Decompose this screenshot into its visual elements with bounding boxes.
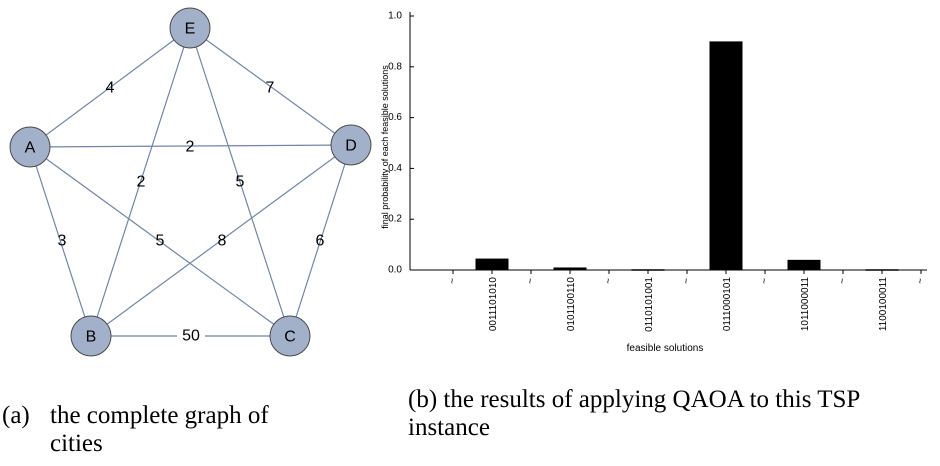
bar-0111000101 (709, 41, 743, 271)
edge-weight-B-C: 50 (182, 328, 200, 345)
node-label-C: C (284, 329, 296, 346)
node-label-B: B (86, 329, 97, 346)
node-C (269, 315, 311, 357)
node-D (330, 124, 372, 166)
x-tick-label: ~ (838, 278, 849, 284)
y-tick-label: 1.0 (388, 11, 402, 22)
edge-weight-A-B: 3 (58, 233, 67, 250)
x-tick-label: ~ (916, 278, 927, 284)
node-label-D: D (345, 138, 357, 155)
caption-b: (b) the results of applying QAOA to this… (408, 386, 860, 441)
x-tick-label: ~ (682, 278, 693, 284)
bar-0101100110 (553, 267, 587, 270)
node-label-A: A (25, 140, 36, 157)
edge-weight-D-C: 6 (316, 233, 325, 250)
x-tick-label: ~ (760, 278, 771, 284)
node-E (169, 7, 211, 49)
x-tick-label: 0110101001 (644, 277, 655, 332)
x-tick-label: 0111000101 (722, 277, 733, 332)
y-tick-label: 0.6 (388, 112, 402, 123)
edge-weight-D-B: 8 (218, 233, 227, 250)
edge-weight-A-D: 2 (186, 139, 195, 156)
edge-E-C (189, 27, 291, 337)
edge-A-C (29, 146, 291, 337)
edge-weight-E-B: 2 (137, 174, 146, 191)
y-axis-label: final probability of each feasible solut… (380, 65, 390, 229)
x-tick-label: 0011101010 (488, 277, 499, 332)
edge-weight-A-C: 5 (156, 233, 165, 250)
edge-A-D (29, 144, 352, 148)
city-graph: 4 7 2 2 5 3 5 8 6 50 A B C D E (9, 7, 372, 357)
bar-1011000011 (787, 259, 821, 270)
x-tick-label: ~ (604, 278, 615, 284)
edge-E-D (189, 27, 352, 146)
node-label-E: E (185, 21, 196, 38)
caption-a-label: (a) (2, 402, 30, 429)
edge-A-B (29, 146, 92, 337)
bar-1100100011 (865, 269, 899, 271)
probability-bar-chart: 0.0 0.2 0.4 0.6 0.8 1.0 final probability of e… (380, 11, 927, 354)
edge-weight-E-C: 5 (236, 174, 245, 191)
caption-a-line2: cities (50, 430, 103, 457)
bar-0011101010 (475, 258, 509, 270)
bar-0110101001 (631, 269, 665, 271)
caption-a-line1: the complete graph of (50, 402, 269, 429)
x-tick-label: ~ (526, 278, 537, 284)
edge-E-B (90, 27, 191, 337)
x-tick-label: 1011000011 (800, 277, 811, 332)
y-tick-label: 0.4 (388, 163, 402, 174)
x-axis-label: feasible solutions (627, 343, 704, 354)
y-tick-label: 0.2 (388, 214, 402, 225)
x-tick-label: ~ (448, 278, 459, 284)
edge-weight-A-E: 4 (106, 80, 115, 97)
node-B (70, 315, 112, 357)
edge-weight-E-D: 7 (266, 80, 275, 97)
edge-weight-bg (177, 327, 205, 345)
edge-A-E (29, 27, 191, 148)
x-tick-label: 1100100011 (878, 277, 889, 332)
caption-a: (a) the complete graph of cities (2, 402, 342, 458)
y-tick-label: 0.0 (388, 265, 402, 276)
edge-D-C (289, 144, 352, 337)
x-tick-label: 0101100110 (566, 277, 577, 332)
edge-D-B (90, 144, 352, 337)
y-tick-label: 0.8 (388, 61, 402, 72)
node-A (9, 126, 51, 168)
